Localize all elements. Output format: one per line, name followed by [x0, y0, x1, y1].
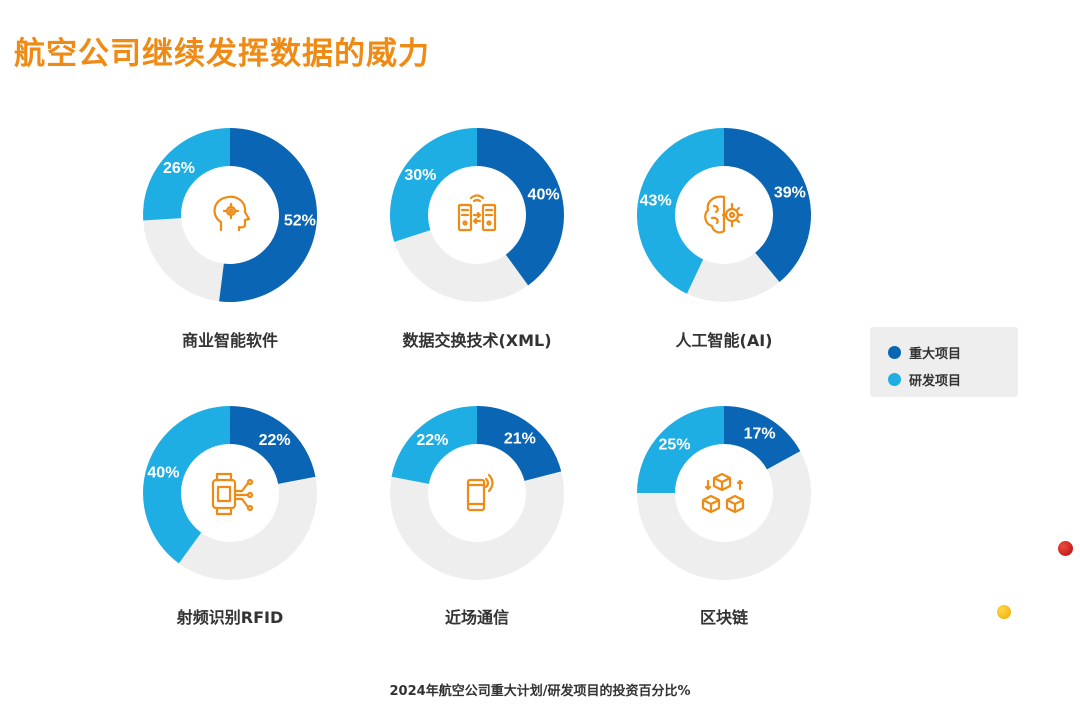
- legend-swatch-rnd: [888, 373, 901, 386]
- data-label-rnd: 43%: [640, 193, 672, 210]
- chart-label-ai: 人工智能(AI): [675, 331, 773, 350]
- donut-0: 52% 26%: [143, 128, 318, 302]
- legend-label-rnd: 研发项目: [909, 374, 962, 389]
- chart-label-bi: 商业智能软件: [181, 331, 278, 350]
- data-label-major: 40%: [528, 186, 560, 203]
- donut-segment-major: [219, 128, 318, 302]
- donut-2: 39% 43%: [637, 128, 811, 302]
- chart-label-nfc: 近场通信: [444, 608, 509, 627]
- data-label-major: 39%: [774, 184, 806, 201]
- decorative-red-dot: [1058, 541, 1073, 556]
- data-label-major: 22%: [259, 432, 291, 449]
- legend: 重大项目 研发项目: [870, 327, 1018, 397]
- chart-label-xml: 数据交换技术(XML): [402, 331, 552, 350]
- page-title: 航空公司继续发挥数据的威力: [14, 36, 430, 72]
- blockchain-cubes-icon: [701, 472, 745, 514]
- donut-segment-major: [230, 406, 316, 484]
- server-exchange-icon: [457, 194, 497, 232]
- chart-label-rfid: 射频识别RFID: [176, 608, 284, 627]
- donut-segment-major: [477, 406, 562, 481]
- donut-segment-rnd: [390, 128, 477, 242]
- donut-segment-rnd: [143, 128, 230, 221]
- head-gear-icon: [213, 195, 251, 232]
- data-label-rnd: 25%: [658, 437, 690, 454]
- donut-segment-major: [477, 128, 564, 286]
- legend-item-rnd: 研发项目: [888, 370, 961, 389]
- data-label-rnd: 22%: [416, 432, 448, 449]
- donut-segment-rnd: [637, 128, 724, 294]
- donut-segment-rnd: [143, 406, 230, 564]
- data-label-major: 17%: [744, 426, 776, 443]
- donut-segment-rnd: [391, 406, 477, 484]
- data-label-rnd: 30%: [404, 167, 436, 184]
- legend-item-major: 重大项目: [888, 343, 961, 362]
- donut-segment-major: [724, 406, 801, 470]
- brain-gear-icon: [704, 195, 744, 234]
- chart-label-blockchain: 区块链: [699, 608, 748, 627]
- data-label-major: 52%: [284, 212, 316, 229]
- donut-3: 22% 40%: [143, 406, 317, 580]
- donut-segment-major: [724, 128, 811, 283]
- legend-label-major: 重大项目: [909, 347, 962, 362]
- legend-swatch-major: [888, 346, 901, 359]
- data-label-rnd: 40%: [147, 464, 179, 481]
- data-label-major: 21%: [504, 431, 536, 448]
- rfid-chip-icon: [211, 472, 254, 516]
- donut-5: 17% 25%: [637, 406, 811, 580]
- donut-segment-rnd: [637, 406, 724, 493]
- data-label-rnd: 26%: [163, 160, 195, 177]
- nfc-phone-icon: [466, 473, 494, 512]
- donut-1: 40% 30%: [390, 128, 564, 302]
- decorative-yellow-dot: [997, 605, 1011, 619]
- footnote: 2024年航空公司重大计划/研发项目的投资百分比%: [389, 684, 691, 699]
- donut-4: 21% 22%: [390, 406, 564, 580]
